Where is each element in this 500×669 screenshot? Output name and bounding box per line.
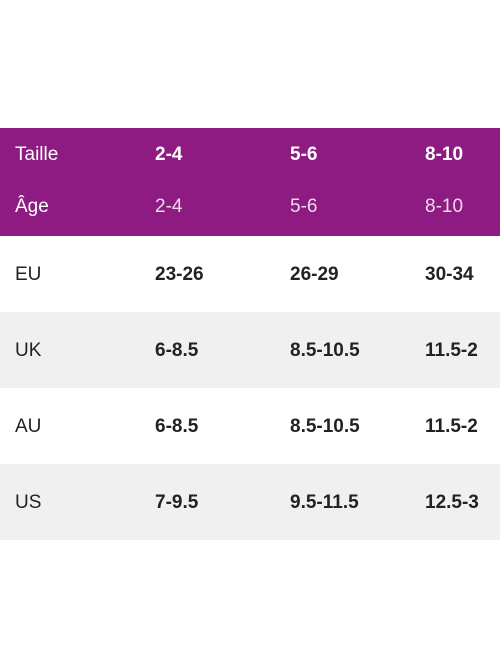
table-cell: 6-8.5	[155, 340, 199, 361]
table-cell: 8.5-10.5	[290, 340, 360, 361]
table-cell: 26-29	[290, 264, 339, 285]
table-body: EU 23-26 26-29 30-34 UK 6-8.5 8.5-10.5 11.5-2 AU…	[0, 236, 500, 540]
row-label: UK	[15, 340, 42, 361]
table-cell: 9.5-11.5	[290, 492, 359, 513]
header-label: Taille	[15, 144, 59, 165]
table-cell: 8.5-10.5	[290, 416, 360, 437]
header-cell: 8-10	[425, 144, 464, 165]
table-cell: 12.5-3	[425, 492, 479, 513]
row-label: EU	[15, 264, 42, 285]
header-cell: 8-10	[425, 196, 464, 217]
table-cell: 23-26	[155, 264, 204, 285]
row-label: AU	[15, 416, 42, 437]
table-cell: 11.5-2	[425, 416, 478, 437]
table-row: UK 6-8.5 8.5-10.5 11.5-2	[0, 312, 500, 388]
header-cell: 5-6	[290, 196, 318, 217]
size-table: Taille 2-4 5-6 8-10 Âge 2-4 5-6 8-10 EU 2…	[0, 128, 500, 540]
header-cell: 5-6	[290, 144, 318, 165]
row-label: US	[15, 492, 42, 513]
table-cell: 11.5-2	[425, 340, 478, 361]
header-cell: 2-4	[155, 144, 183, 165]
table-row: US 7-9.5 9.5-11.5 12.5-3	[0, 464, 500, 540]
header-label: Âge	[15, 196, 49, 217]
header-cell: 2-4	[155, 196, 183, 217]
table-row: EU 23-26 26-29 30-34	[0, 236, 500, 312]
table-cell: 30-34	[425, 264, 474, 285]
table-cell: 6-8.5	[155, 416, 199, 437]
table-row: AU 6-8.5 8.5-10.5 11.5-2	[0, 388, 500, 464]
table-cell: 7-9.5	[155, 492, 199, 513]
table-header: Taille 2-4 5-6 8-10 Âge 2-4 5-6 8-10	[0, 128, 500, 236]
